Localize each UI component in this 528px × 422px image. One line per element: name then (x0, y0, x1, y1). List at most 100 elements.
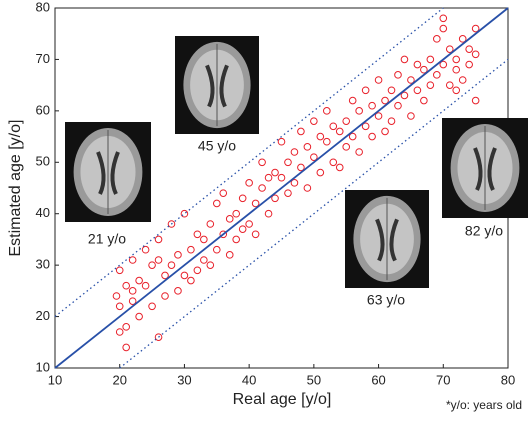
point (323, 137, 331, 146)
point (219, 189, 228, 197)
point (212, 245, 221, 254)
brain-image (65, 122, 151, 222)
point (245, 179, 253, 187)
y-tick-label: 40 (36, 205, 50, 220)
point (251, 199, 260, 208)
point (128, 287, 137, 295)
point (316, 132, 325, 141)
point (277, 173, 286, 182)
point (135, 312, 143, 321)
point (200, 256, 208, 264)
point (458, 35, 467, 43)
x-tick-label: 40 (242, 372, 256, 387)
point (232, 235, 240, 244)
point (122, 343, 130, 352)
reference-line (54, 7, 444, 318)
point (115, 328, 124, 336)
point (225, 251, 234, 259)
point (161, 271, 169, 280)
point (284, 189, 292, 197)
reference-line (119, 58, 509, 369)
point (112, 292, 121, 300)
point (445, 45, 454, 53)
point (245, 220, 253, 228)
point (407, 112, 415, 120)
point (271, 168, 279, 177)
point (361, 122, 370, 131)
point (323, 107, 331, 115)
point (271, 194, 279, 203)
point (180, 209, 189, 218)
point (154, 235, 163, 244)
brain-image (442, 118, 528, 218)
point (174, 251, 182, 259)
point (122, 281, 130, 290)
point (387, 117, 396, 125)
point (290, 179, 299, 187)
point (355, 107, 363, 115)
point (381, 127, 389, 136)
point (452, 65, 461, 74)
x-tick-label: 30 (177, 372, 191, 387)
point (420, 96, 428, 105)
point (303, 184, 312, 192)
point (439, 14, 448, 23)
point (329, 122, 338, 131)
point (471, 50, 480, 59)
point (148, 261, 156, 269)
x-tick-label: 70 (436, 372, 450, 387)
point (342, 143, 351, 151)
point (212, 199, 221, 208)
point (135, 276, 143, 285)
image-caption: 82 y/o (465, 223, 503, 239)
point (206, 261, 215, 269)
point (426, 81, 435, 89)
point (193, 230, 202, 239)
y-tick-label: 80 (36, 0, 50, 14)
point (258, 158, 266, 167)
point (141, 281, 150, 290)
point (154, 256, 163, 264)
point (452, 86, 461, 95)
point (284, 158, 292, 167)
point (413, 86, 422, 95)
point (471, 96, 480, 105)
point (297, 163, 305, 172)
point (303, 143, 312, 151)
point (426, 55, 435, 64)
point (187, 245, 195, 254)
point (368, 101, 376, 110)
point (400, 55, 409, 64)
point (251, 230, 260, 239)
y-tick-label: 20 (36, 308, 50, 323)
brain-image (345, 190, 429, 288)
point (290, 148, 299, 156)
point (439, 24, 448, 33)
y-tick-label: 70 (36, 51, 50, 66)
y-tick-label: 60 (36, 102, 50, 117)
point (258, 184, 266, 192)
point (387, 86, 396, 95)
footnote: *y/o: years old (446, 398, 522, 412)
x-tick-label: 60 (371, 372, 385, 387)
point (465, 45, 473, 53)
point (394, 71, 402, 79)
point (141, 245, 150, 254)
reference-line (54, 7, 509, 369)
point (187, 276, 195, 285)
point (238, 194, 247, 203)
y-tick-label: 50 (36, 154, 50, 169)
y-axis-label: Estimated age [y/o] (7, 120, 24, 257)
point (115, 302, 124, 311)
point (342, 117, 351, 125)
point (413, 60, 422, 69)
point (310, 117, 318, 125)
ventricle (205, 64, 229, 108)
image-caption: 63 y/o (367, 292, 405, 308)
image-caption: 21 y/o (88, 231, 126, 247)
point (174, 287, 182, 295)
point (238, 225, 247, 233)
y-tick-label: 30 (36, 257, 50, 272)
point (206, 220, 215, 228)
